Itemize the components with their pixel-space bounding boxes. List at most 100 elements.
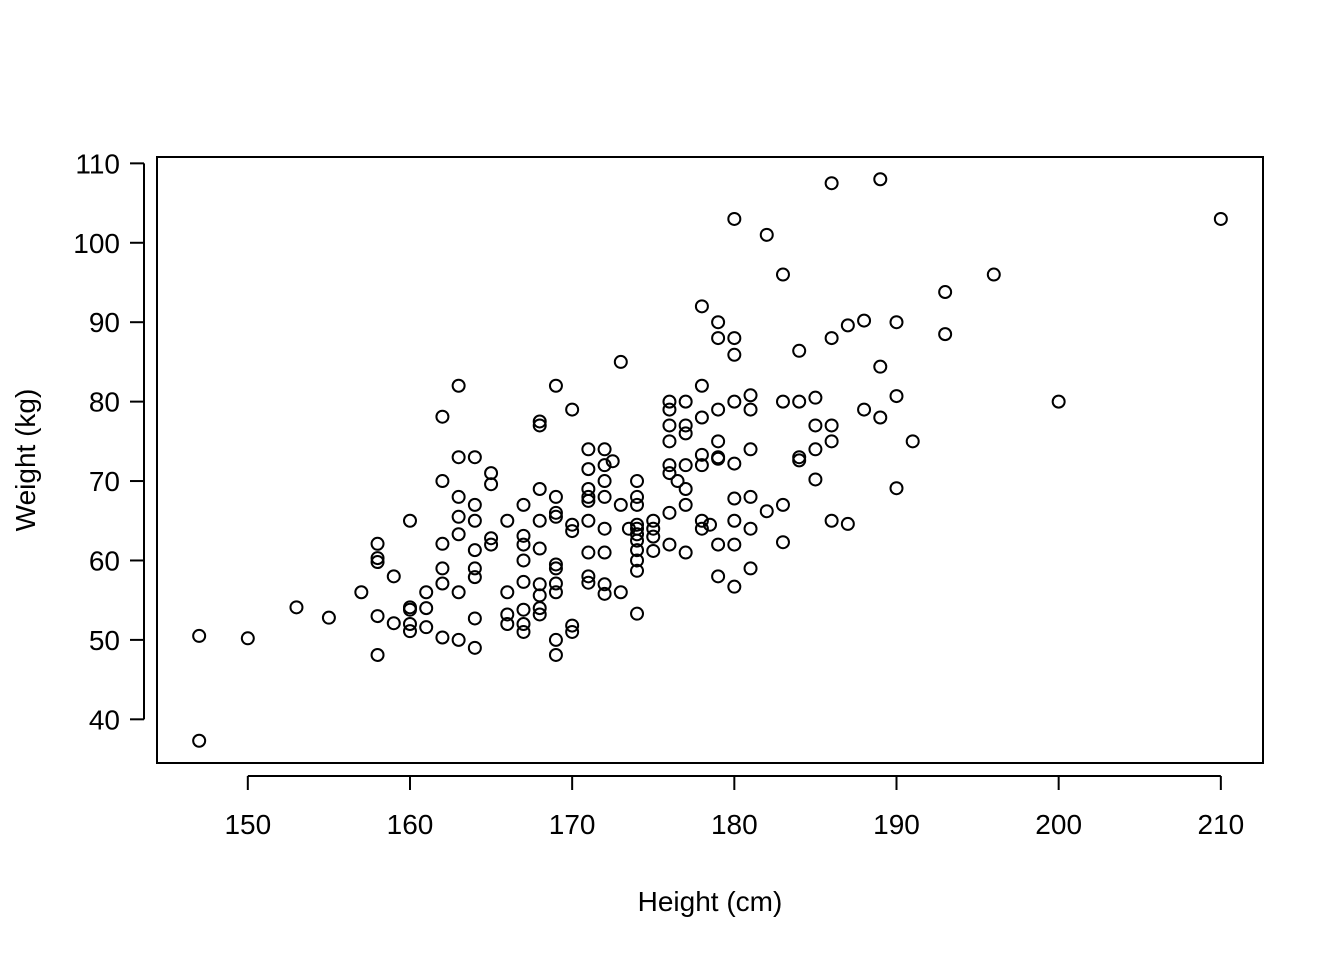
data-point	[824, 176, 839, 191]
data-point	[775, 267, 790, 282]
data-point	[703, 517, 717, 532]
data-point	[565, 618, 580, 633]
data-point	[678, 545, 693, 560]
data-point	[451, 378, 466, 393]
data-point	[484, 531, 499, 546]
data-point	[516, 602, 531, 617]
data-point	[613, 585, 628, 600]
data-point	[581, 513, 596, 528]
data-point	[711, 450, 726, 465]
data-point	[727, 331, 742, 346]
data-point	[597, 474, 612, 489]
data-point	[613, 497, 628, 512]
x-axis: 150 160 170 180 190 200 210	[224, 775, 1244, 840]
data-point	[597, 521, 612, 536]
data-point	[646, 543, 661, 558]
data-point	[500, 513, 515, 528]
data-point	[905, 434, 920, 449]
data-point	[581, 442, 596, 457]
x-tick-label: 170	[549, 809, 596, 840]
data-point	[630, 474, 645, 489]
data-point	[662, 505, 677, 520]
data-point	[581, 575, 596, 590]
data-point	[775, 497, 790, 512]
x-tick-label: 160	[387, 809, 434, 840]
data-point	[402, 624, 417, 639]
data-point	[565, 524, 580, 539]
data-point	[435, 474, 450, 489]
y-tick-label: 110	[75, 148, 120, 179]
data-point	[548, 561, 563, 576]
data-point	[370, 555, 385, 570]
data-point	[759, 504, 774, 519]
data-point	[678, 458, 693, 473]
data-point	[662, 434, 677, 449]
data-point	[467, 611, 482, 626]
data-point	[386, 569, 401, 584]
data-point	[451, 527, 466, 542]
data-point	[938, 327, 953, 342]
data-point	[889, 481, 904, 496]
data-point	[435, 536, 450, 551]
data-point	[500, 617, 515, 632]
data-point	[532, 418, 547, 433]
data-point	[662, 402, 677, 417]
data-point	[597, 545, 612, 560]
data-point	[370, 609, 385, 624]
data-point	[597, 586, 612, 601]
data-point	[451, 509, 466, 524]
data-point	[548, 505, 563, 520]
data-point	[694, 299, 709, 314]
data-point	[694, 378, 709, 393]
data-point	[354, 585, 369, 600]
data-point	[743, 521, 758, 536]
data-point	[986, 267, 1001, 282]
data-point	[467, 570, 482, 585]
y-tick-label: 90	[89, 307, 120, 338]
data-point	[711, 569, 726, 584]
data-point	[597, 442, 612, 457]
data-point	[711, 434, 726, 449]
data-point	[743, 402, 758, 417]
data-point	[727, 579, 742, 594]
data-point	[565, 624, 580, 639]
data-point	[727, 537, 742, 552]
data-point	[727, 513, 742, 528]
data-point	[711, 402, 726, 417]
data-point	[435, 561, 450, 576]
data-point	[630, 543, 645, 558]
data-point	[630, 517, 645, 532]
data-point	[467, 513, 482, 528]
data-point	[402, 600, 417, 615]
data-point	[516, 537, 531, 552]
data-point	[792, 394, 807, 409]
x-tick-label: 210	[1197, 809, 1244, 840]
data-point	[1213, 211, 1228, 226]
y-tick-label: 60	[89, 545, 120, 576]
data-point	[548, 585, 563, 600]
data-point	[694, 447, 709, 462]
data-point	[840, 516, 855, 531]
data-point	[192, 733, 207, 748]
data-point	[646, 529, 661, 544]
y-tick-label: 80	[89, 387, 120, 418]
data-point	[467, 450, 482, 465]
data-point	[824, 331, 839, 346]
x-axis-title: Height (cm)	[638, 886, 783, 917]
data-point	[240, 631, 255, 646]
data-point	[792, 343, 807, 358]
data-point	[1051, 394, 1066, 409]
data-point	[873, 410, 888, 425]
data-point	[581, 462, 596, 477]
data-point	[873, 359, 888, 374]
data-point	[289, 600, 304, 615]
plot-frame	[156, 156, 1264, 764]
data-point	[402, 513, 417, 528]
data-point	[857, 313, 872, 328]
data-point	[548, 557, 563, 572]
data-point	[548, 509, 563, 524]
data-point	[694, 521, 709, 536]
y-axis: 40 50 60 70 80 90 100 110	[73, 148, 145, 735]
data-point	[694, 410, 709, 425]
